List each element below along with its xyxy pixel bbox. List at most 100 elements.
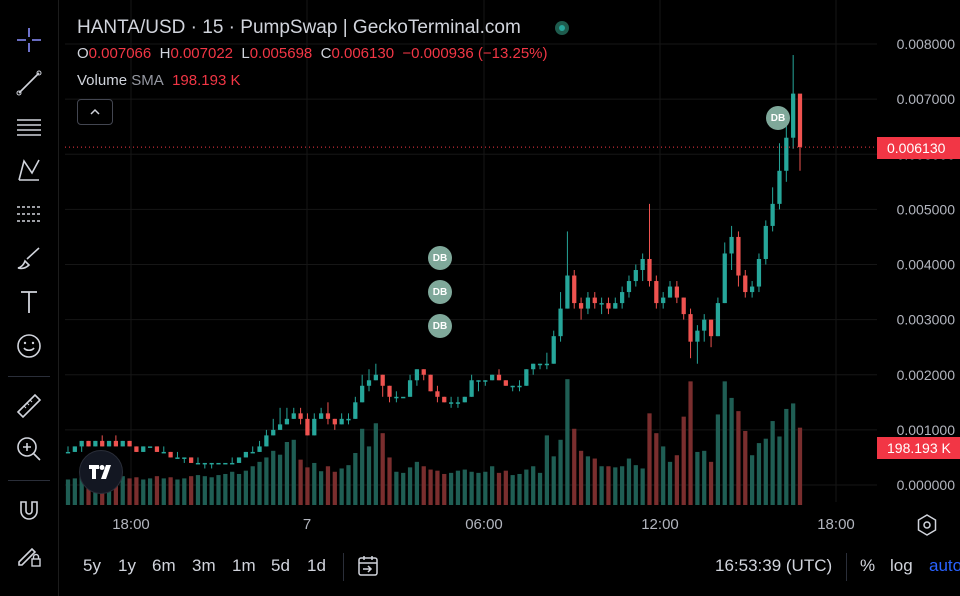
volume-bar: [613, 467, 618, 505]
volume-bar: [332, 471, 337, 505]
x-axis-ticks: 18:00 7 06:00 12:00 18:00: [112, 516, 855, 533]
volume-bar: [394, 471, 399, 505]
auto-scale-button[interactable]: auto: [929, 556, 960, 575]
tradingview-logo-icon[interactable]: [79, 450, 123, 494]
volume-bar: [749, 455, 755, 505]
candle-body: [373, 374, 378, 381]
low-label: L: [241, 45, 250, 62]
volume-bar: [729, 397, 734, 505]
range-5y[interactable]: 5y: [83, 556, 101, 575]
close-label: C: [320, 45, 332, 62]
volume-bar: [236, 473, 242, 505]
candle-body: [120, 440, 125, 447]
volume-bar: [243, 470, 248, 505]
candle-body: [346, 418, 351, 421]
ruler-svg: [16, 393, 42, 419]
candle-body: [100, 440, 105, 447]
candle-body: [298, 413, 303, 419]
volume-bar: [134, 477, 139, 505]
crosshair-icon[interactable]: [8, 19, 50, 61]
collapse-legend-button[interactable]: [77, 99, 113, 125]
volume-bar: [319, 471, 324, 505]
range-1d[interactable]: 1d: [307, 556, 326, 575]
calendar-goto-icon[interactable]: [355, 553, 381, 579]
volume-bar: [380, 433, 385, 505]
candle-body: [654, 281, 659, 304]
candle-body: [647, 258, 652, 282]
volume-bar: [455, 470, 461, 505]
pattern-icon[interactable]: [8, 149, 50, 191]
volume-bar: [558, 439, 563, 505]
y-tick-label: 0.003000: [897, 312, 956, 328]
volume-bar: [271, 450, 276, 505]
volume-bar: [633, 465, 638, 505]
prediction-icon[interactable]: [8, 193, 50, 235]
volume-bar: [360, 428, 365, 505]
candle-body: [756, 258, 762, 287]
candle-body: [777, 170, 782, 204]
utc-clock[interactable]: 16:53:39 (UTC): [715, 556, 833, 575]
x-tick-label: 12:00: [641, 516, 679, 533]
candle-body: [613, 303, 618, 309]
candle-body: [291, 413, 296, 419]
volume-bar: [791, 403, 796, 505]
volume-bar: [763, 438, 768, 505]
candle-body: [558, 308, 563, 337]
range-3m[interactable]: 3m: [192, 556, 216, 575]
candle-body: [606, 303, 611, 309]
volume-bar: [715, 414, 721, 505]
log-scale-button[interactable]: log: [890, 556, 913, 575]
volume-bar: [141, 479, 146, 505]
magnet-icon[interactable]: [8, 489, 50, 531]
candle-body: [791, 93, 796, 138]
candle-body: [250, 451, 255, 454]
candle-body: [277, 424, 283, 430]
percent-scale-button[interactable]: %: [860, 556, 876, 575]
magnet-svg: [20, 501, 38, 520]
volume-bar: [448, 472, 454, 505]
candle-body: [763, 225, 768, 259]
candle-body: [503, 380, 508, 386]
candle-body: [387, 385, 392, 397]
volume-bar: [490, 466, 495, 505]
volume-bar: [284, 442, 290, 505]
y-axis-ticks: 0.0080000.0070000.0060000.0050000.004000…: [897, 36, 956, 493]
candle-body: [134, 446, 139, 452]
dev-buy-badge[interactable]: DB: [428, 314, 452, 338]
brush-icon[interactable]: [8, 237, 50, 279]
volume-bar: [407, 467, 413, 505]
range-1m[interactable]: 1m: [232, 556, 256, 575]
ruler-icon[interactable]: [8, 385, 50, 427]
volume-bar: [161, 478, 166, 505]
candle-body: [674, 286, 679, 298]
chart-settings-button[interactable]: [914, 512, 940, 538]
y-tick-label: 0.000000: [897, 477, 956, 493]
trend-line-icon[interactable]: [8, 62, 50, 104]
range-5d[interactable]: 5d: [271, 556, 290, 575]
candles: [65, 55, 803, 469]
range-1y[interactable]: 1y: [118, 556, 136, 575]
dev-buy-badge[interactable]: DB: [428, 280, 452, 304]
lock-drawing-icon[interactable]: [8, 534, 50, 576]
y-tick-label: 0.001000: [897, 422, 956, 438]
volume-bar: [325, 466, 331, 505]
dev-buy-badge[interactable]: DB: [428, 246, 452, 270]
text-icon[interactable]: [8, 281, 50, 323]
y-tick-label: 0.007000: [897, 91, 956, 107]
volume-bar: [113, 479, 119, 505]
dev-buy-badge[interactable]: DB: [766, 106, 790, 130]
range-6m[interactable]: 6m: [152, 556, 176, 575]
volume-bar: [743, 430, 748, 505]
fib-retracement-icon[interactable]: [8, 106, 50, 148]
volume-bar: [510, 475, 515, 505]
candle-body: [544, 363, 549, 366]
open-value: 0.007066: [88, 45, 152, 62]
volume-bar: [647, 413, 652, 505]
y-tick-label: 0.004000: [897, 257, 956, 273]
candle-body: [325, 413, 331, 419]
pattern-svg: [18, 159, 40, 181]
candle-body: [209, 462, 214, 465]
emoji-icon[interactable]: [8, 325, 50, 367]
zoom-in-icon[interactable]: [8, 428, 50, 470]
